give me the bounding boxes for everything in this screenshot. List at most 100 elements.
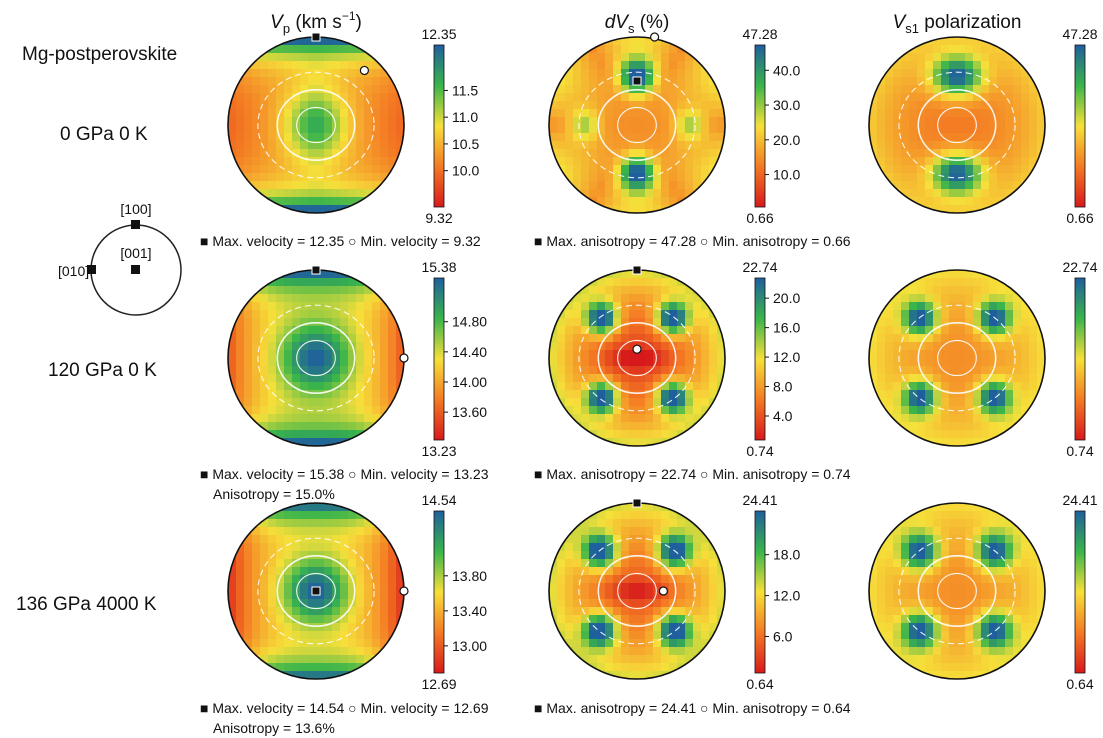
colorbar-min-label: 13.23 [421, 443, 456, 459]
colorbar-min-label: 0.74 [1066, 443, 1093, 459]
contour-line [597, 89, 677, 162]
row-condition-2: 120 GPa 0 K [48, 360, 157, 381]
colorbar-tick-label: 18.0 [773, 547, 800, 563]
colorbar-max-label: 22.74 [1062, 259, 1097, 275]
header-vp: Vp (km s−1) [270, 9, 362, 36]
colorbar-tick-label: 6.0 [773, 628, 793, 644]
colorbar [433, 277, 445, 441]
colorbar-tick-label: 14.40 [452, 344, 487, 360]
colorbar-tick-label: 40.0 [773, 62, 800, 78]
contour-line [617, 106, 657, 144]
colorbar-tick-label: 20.0 [773, 132, 800, 148]
caption-dvs-row1: ■ Max. anisotropy = 47.28 ○ Min. anisotr… [534, 233, 851, 249]
colorbar-max-label: 12.35 [421, 26, 456, 42]
contour-line [898, 71, 1016, 179]
contour-line [937, 572, 977, 610]
max-marker [311, 265, 321, 275]
contour-line [917, 554, 997, 627]
pole-figure-outline [868, 502, 1046, 680]
axis-100-label: [100] [120, 201, 151, 217]
header-vs1: Vs1 polarization [893, 12, 1022, 36]
pole-figure-outline [868, 269, 1046, 447]
axis-100-marker [131, 220, 140, 229]
panels: 12.35 9.32 11.5 11.0 10.5 10.0 47.28 0.66 40.0 30… [227, 26, 1098, 692]
colorbar-max-label: 47.28 [1062, 26, 1097, 42]
axis-010-label: [010] [58, 263, 89, 279]
colorbar-tick-label: 13.00 [452, 638, 487, 654]
max-marker [311, 32, 321, 42]
colorbar-tick-label: 11.5 [452, 82, 478, 98]
colorbar [754, 277, 766, 441]
min-marker [359, 65, 369, 76]
colorbar-tick-label: 11.0 [452, 109, 478, 125]
contour-line [296, 572, 336, 610]
colorbar-tick-label: 14.80 [452, 314, 487, 330]
colorbar-min-label: 0.74 [746, 443, 773, 459]
colorbar [433, 510, 445, 674]
colorbar-min-label: 0.64 [746, 676, 773, 692]
colorbar-tick-label: 8.0 [773, 379, 793, 395]
colorbar-tick-label: 20.0 [773, 290, 800, 306]
contour-line [257, 304, 375, 412]
contour-line [937, 339, 977, 377]
caption-vp-row1: ■ Max. velocity = 12.35 ○ Min. velocity … [200, 233, 481, 249]
row-condition-3: 136 GPa 4000 K [16, 594, 157, 615]
pole-figure-vs1-row3: 24.41 0.64 [868, 492, 1098, 692]
colorbar-tick-label: 10.5 [452, 136, 479, 152]
colorbar-tick-label: 30.0 [773, 97, 800, 113]
contour-line [257, 537, 375, 645]
contour-line [898, 537, 1016, 645]
colorbar-min-label: 9.32 [425, 210, 452, 226]
colorbar-min-label: 0.66 [1066, 210, 1093, 226]
caption-vp-row3: ■ Max. velocity = 14.54 ○ Min. velocity … [200, 700, 489, 716]
colorbar-tick-label: 13.60 [452, 404, 487, 420]
max-marker [632, 498, 642, 508]
colorbar [1074, 510, 1086, 674]
pole-figure-dvs-row2: 22.74 0.74 20.0 16.0 12.0 8.0 4.0 [548, 259, 800, 459]
min-marker [399, 586, 409, 596]
colorbar-max-label: 47.28 [742, 26, 777, 42]
contour-line [296, 339, 336, 377]
pole-figure-vp-row2: 15.38 13.23 14.80 14.40 14.00 13.60 [227, 259, 487, 459]
colorbar-min-label: 12.69 [421, 676, 456, 692]
contour-line [617, 572, 657, 610]
colorbar-tick-label: 12.0 [773, 349, 800, 365]
caption-dvs-row3: ■ Max. anisotropy = 24.41 ○ Min. anisotr… [534, 700, 851, 716]
axis-001-marker [131, 265, 140, 274]
colorbar-tick-label: 12.0 [773, 588, 800, 604]
row-condition-1: 0 GPa 0 K [60, 124, 148, 145]
axis-010-marker [87, 265, 96, 274]
caption-dvs-row2: ■ Max. anisotropy = 22.74 ○ Min. anisotr… [534, 466, 851, 482]
pole-figure-vs1-row2: 22.74 0.74 [868, 259, 1098, 459]
contour-line [578, 537, 696, 645]
colorbar [754, 44, 766, 208]
colorbar-max-label: 24.41 [742, 492, 777, 508]
contour-line [276, 554, 356, 627]
anisotropy-row2: Anisotropy = 15.0% [213, 486, 335, 502]
pole-figure-vs1-row1: 47.28 0.66 [868, 26, 1098, 226]
pole-figure-fill [869, 37, 1045, 213]
contour-line [257, 71, 375, 179]
colorbar-min-label: 0.66 [746, 210, 773, 226]
pole-figure-vp-row1: 12.35 9.32 11.5 11.0 10.5 10.0 [227, 26, 479, 226]
pole-figure-dvs-row1: 47.28 0.66 40.0 30.0 20.0 10.0 [548, 26, 800, 226]
max-marker [311, 586, 321, 596]
colorbar [754, 510, 766, 674]
contour-line [917, 321, 997, 394]
colorbar-max-label: 15.38 [421, 259, 456, 275]
contour-line [276, 89, 356, 162]
colorbar-max-label: 14.54 [421, 492, 456, 508]
max-marker [632, 76, 642, 86]
pole-figure-vp-row3: 14.54 12.69 13.80 13.40 13.00 [227, 492, 487, 692]
colorbar-tick-label: 13.40 [452, 603, 487, 619]
axis-001-label: [001] [120, 245, 151, 261]
contour-line [296, 106, 336, 144]
contour-line [917, 89, 997, 162]
colorbar-max-label: 22.74 [742, 259, 777, 275]
contour-line [276, 321, 356, 394]
contour-line [578, 304, 696, 412]
pole-figure-outline [548, 36, 726, 214]
header-dvs: dVs (%) [605, 12, 670, 36]
